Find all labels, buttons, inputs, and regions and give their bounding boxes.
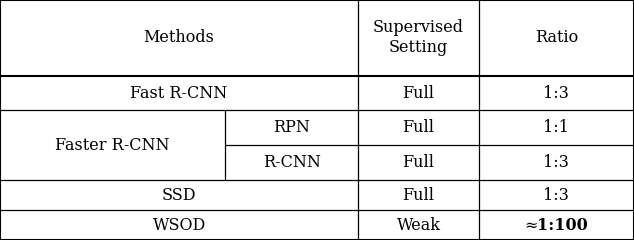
Text: 1:3: 1:3 (543, 186, 569, 204)
Text: Full: Full (403, 119, 434, 136)
Text: Full: Full (403, 154, 434, 171)
Text: WSOD: WSOD (153, 216, 205, 234)
Text: 1:3: 1:3 (543, 154, 569, 171)
Text: ≈: ≈ (524, 216, 537, 234)
Text: R-CNN: R-CNN (262, 154, 321, 171)
Text: 1:1: 1:1 (543, 119, 569, 136)
Text: Full: Full (403, 84, 434, 102)
Text: Methods: Methods (144, 29, 214, 46)
Text: SSD: SSD (162, 186, 197, 204)
Text: Faster R-CNN: Faster R-CNN (55, 137, 170, 154)
Text: 1:3: 1:3 (543, 84, 569, 102)
Text: Supervised
Setting: Supervised Setting (373, 19, 464, 56)
Text: 1:100: 1:100 (537, 216, 588, 234)
Text: Ratio: Ratio (534, 29, 578, 46)
Text: Weak: Weak (396, 216, 441, 234)
Text: Fast R-CNN: Fast R-CNN (131, 84, 228, 102)
Text: RPN: RPN (273, 119, 310, 136)
Text: Full: Full (403, 186, 434, 204)
